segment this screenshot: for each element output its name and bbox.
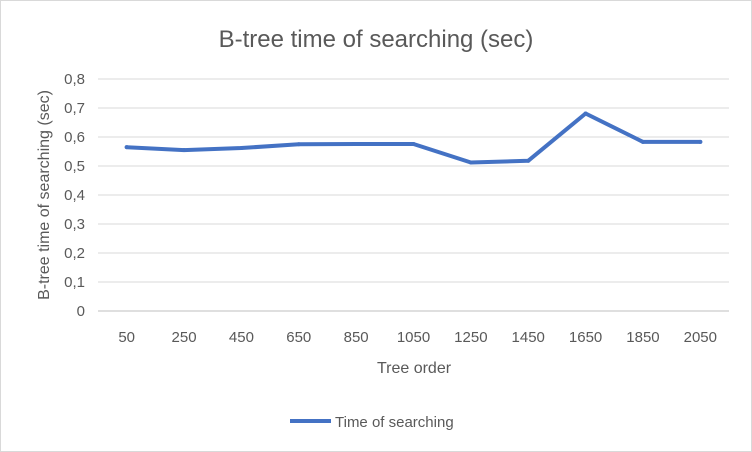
y-tick-label: 0,5 [64,158,85,175]
x-axis-ticks: 50 250 450 650 850 1050 1250 1450 1650 1850 2050 [118,329,717,346]
data-point [411,141,416,146]
x-tick-label: 850 [344,329,369,346]
data-point [698,139,703,144]
series-line [124,111,703,165]
data-point [296,142,301,147]
y-tick-label: 0,8 [64,71,85,88]
y-tick-label: 0,3 [64,216,85,233]
data-point [640,139,645,144]
x-tick-label: 1450 [512,329,545,346]
y-tick-label: 0,7 [64,100,85,117]
data-point [354,141,359,146]
x-tick-label: 2050 [684,329,717,346]
y-axis-title: B-tree time of searching (sec) [36,90,53,300]
x-tick-label: 1050 [397,329,430,346]
y-tick-label: 0 [77,303,85,320]
series-layer [124,111,703,165]
y-tick-label: 0,6 [64,129,85,146]
data-point [239,146,244,151]
data-point [526,158,531,163]
data-point [583,111,588,116]
x-tick-label: 50 [118,329,135,346]
data-point [468,160,473,165]
x-tick-label: 1250 [454,329,487,346]
x-tick-label: 1650 [569,329,602,346]
chart-title: B-tree time of searching (sec) [219,26,534,53]
y-axis-ticks: 0 0,1 0,2 0,3 0,4 0,5 0,6 0,7 0,8 [64,71,85,320]
y-tick-label: 0,4 [64,187,85,204]
y-tick-label: 0,1 [64,274,85,291]
x-axis-title: Tree order [377,360,452,377]
y-tick-label: 0,2 [64,245,85,262]
data-point [124,145,129,150]
data-point [182,148,187,153]
legend-label: Time of searching [335,414,454,431]
legend: Time of searching [290,414,454,431]
x-tick-label: 250 [172,329,197,346]
gridlines [98,78,729,312]
x-tick-label: 650 [286,329,311,346]
x-tick-label: 1850 [626,329,659,346]
x-tick-label: 450 [229,329,254,346]
